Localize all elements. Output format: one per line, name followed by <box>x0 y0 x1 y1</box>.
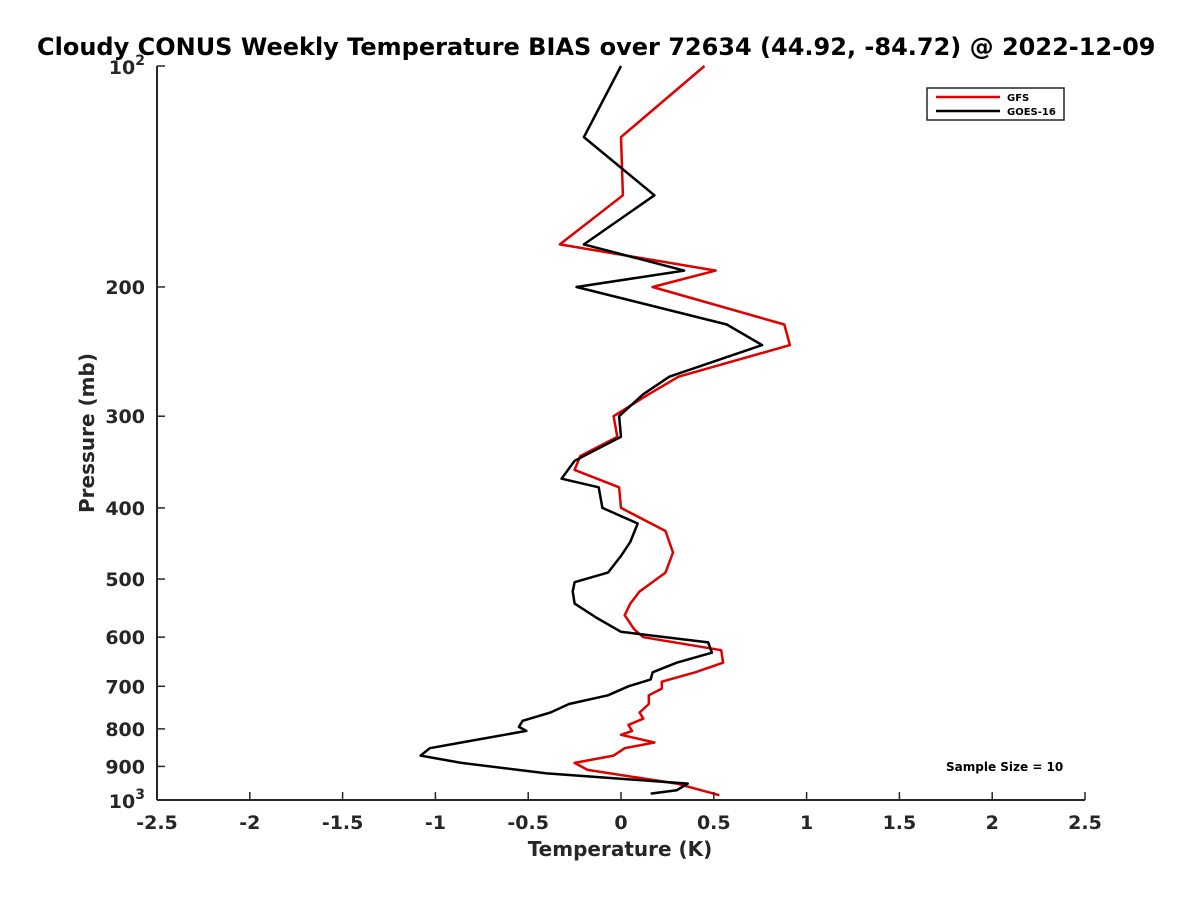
series-layer <box>419 65 792 797</box>
y-tick-label: 800 <box>105 719 145 741</box>
x-tick-label: 0 <box>614 812 627 834</box>
y-tick-label: 600 <box>105 627 145 649</box>
x-tick-label: 2 <box>986 812 999 834</box>
legend: GFS GOES-16 <box>926 87 1065 121</box>
plot-area: -2.5 -2 -1.5 -1 -0.5 0 0.5 1 1.5 2 2.5 200 300 400 50… <box>105 53 1102 834</box>
y-tick-label: 900 <box>105 756 145 778</box>
x-tick-label: 2.5 <box>1068 812 1102 834</box>
y-tick-label: 200 <box>105 277 145 299</box>
x-tick-label: 0.5 <box>697 812 731 834</box>
sample-size-annotation: Sample Size = 10 <box>946 760 1063 774</box>
y-tick-label: 700 <box>105 676 145 698</box>
legend-label-gfs: GFS <box>1007 93 1029 104</box>
x-tick-label: 1 <box>800 812 813 834</box>
x-ticks: -2.5 -2 -1.5 -1 -0.5 0 0.5 1 1.5 2 2.5 <box>136 792 1102 834</box>
series-line-goes16 <box>419 65 764 795</box>
x-axis-label: Temperature (K) <box>528 837 713 861</box>
x-tick-label: -2 <box>239 812 260 834</box>
y-tick-label: 500 <box>105 569 145 591</box>
x-tick-label: -0.5 <box>507 812 549 834</box>
x-tick-label: -2.5 <box>136 812 178 834</box>
y-ticks: 200 300 400 500 600 700 800 900 102 103 <box>105 53 165 813</box>
y-tick-label: 300 <box>105 406 145 428</box>
chart-title: Cloudy CONUS Weekly Temperature BIAS ove… <box>37 33 1155 61</box>
legend-label-goes16: GOES-16 <box>1007 107 1056 118</box>
y-axis-label: Pressure (mb) <box>75 353 99 513</box>
y-tick-label: 400 <box>105 498 145 520</box>
legend-box <box>926 87 1065 121</box>
y-tick-label: 102 <box>109 53 145 79</box>
y-tick-label: 103 <box>109 787 145 813</box>
x-tick-label: 1.5 <box>883 812 917 834</box>
x-tick-label: -1.5 <box>322 812 364 834</box>
x-tick-label: -1 <box>425 812 446 834</box>
series-line-gfs <box>558 65 792 797</box>
